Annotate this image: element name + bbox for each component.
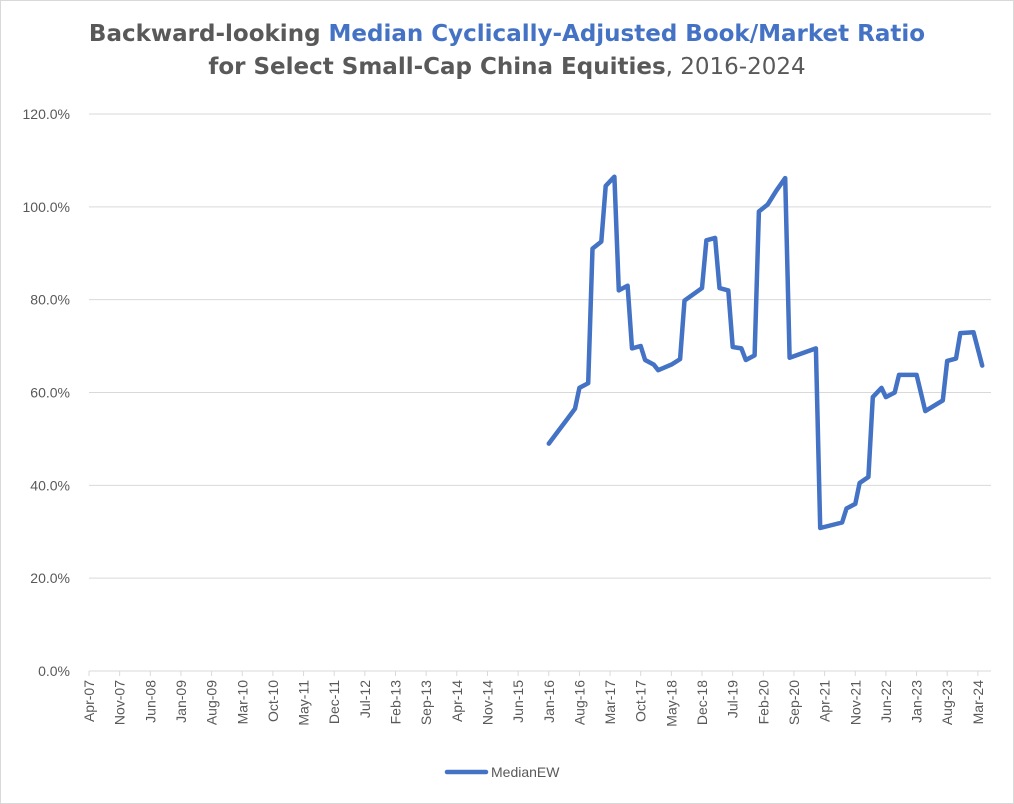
x-tick-label: Feb-13 xyxy=(388,680,404,725)
x-tick-label: Aug-23 xyxy=(939,680,955,725)
x-tick-label: Mar-24 xyxy=(970,680,986,725)
x-tick-label: Mar-17 xyxy=(602,680,618,725)
x-tick-label: Dec-18 xyxy=(694,680,710,725)
x-tick-label: Jul-12 xyxy=(357,680,373,718)
chart-title: Backward-looking Median Cyclically-Adjus… xyxy=(0,18,1014,84)
x-tick-label: Jul-19 xyxy=(725,680,741,718)
x-tick-label: Jun-08 xyxy=(142,680,158,723)
y-tick-label: 80.0% xyxy=(30,292,70,308)
x-tick-label: Sep-13 xyxy=(418,680,434,725)
x-tick-label: Nov-21 xyxy=(847,680,863,725)
x-axis: Apr-07 Nov-07 Jun-08 Jan-09 Aug-09 Mar-10 Oct-… xyxy=(81,670,991,727)
x-tick-label: Apr-21 xyxy=(817,680,833,722)
x-tick-label: Feb-20 xyxy=(755,680,771,725)
legend: MedianEW xyxy=(444,764,560,780)
y-tick-label: 40.0% xyxy=(30,477,70,493)
x-tick-label: Dec-11 xyxy=(326,680,342,724)
x-tick-label: May-11 xyxy=(296,680,312,726)
y-tick-label: 120.0% xyxy=(23,106,70,122)
title-highlight: Median Cyclically-Adjusted Book/Market R… xyxy=(328,21,926,47)
x-tick-label: Jan-23 xyxy=(909,680,925,723)
x-tick-label: Nov-07 xyxy=(112,680,128,725)
y-tick-label: 60.0% xyxy=(30,385,70,401)
x-tick-label: Apr-07 xyxy=(81,680,97,722)
x-tick-label: Oct-17 xyxy=(633,680,649,722)
x-tick-label: Nov-14 xyxy=(479,680,495,725)
legend-label: MedianEW xyxy=(491,764,560,780)
y-tick-label: 100.0% xyxy=(23,199,70,215)
title-part-4: , 2016-2024 xyxy=(665,54,806,80)
x-tick-label: Mar-10 xyxy=(234,680,250,725)
x-tick-label: Sep-20 xyxy=(786,680,802,725)
x-tick-label: Jun-22 xyxy=(878,680,894,723)
gridlines xyxy=(89,113,991,579)
series-line-medianew xyxy=(546,174,985,531)
y-tick-label: 0.0% xyxy=(38,663,70,679)
x-tick-label: Apr-14 xyxy=(449,680,465,722)
title-part-3: for Select Small-Cap China Equities xyxy=(208,54,666,80)
x-tick-label: Jun-15 xyxy=(510,680,526,723)
y-tick-label: 20.0% xyxy=(30,570,70,586)
x-tick-label: Aug-09 xyxy=(204,680,220,725)
y-axis-ticks: 0.0% 20.0% 40.0% 60.0% 80.0% 100.0% 120.0% xyxy=(23,106,70,679)
x-tick-label: Oct-10 xyxy=(265,680,281,722)
x-tick-label: Jan-16 xyxy=(541,680,557,723)
x-tick-label: Jan-09 xyxy=(173,680,189,723)
title-part-1: Backward-looking xyxy=(88,21,329,47)
x-tick-label: Aug-16 xyxy=(571,680,587,725)
series-layer xyxy=(546,174,985,531)
x-tick-label: May-18 xyxy=(663,680,679,727)
